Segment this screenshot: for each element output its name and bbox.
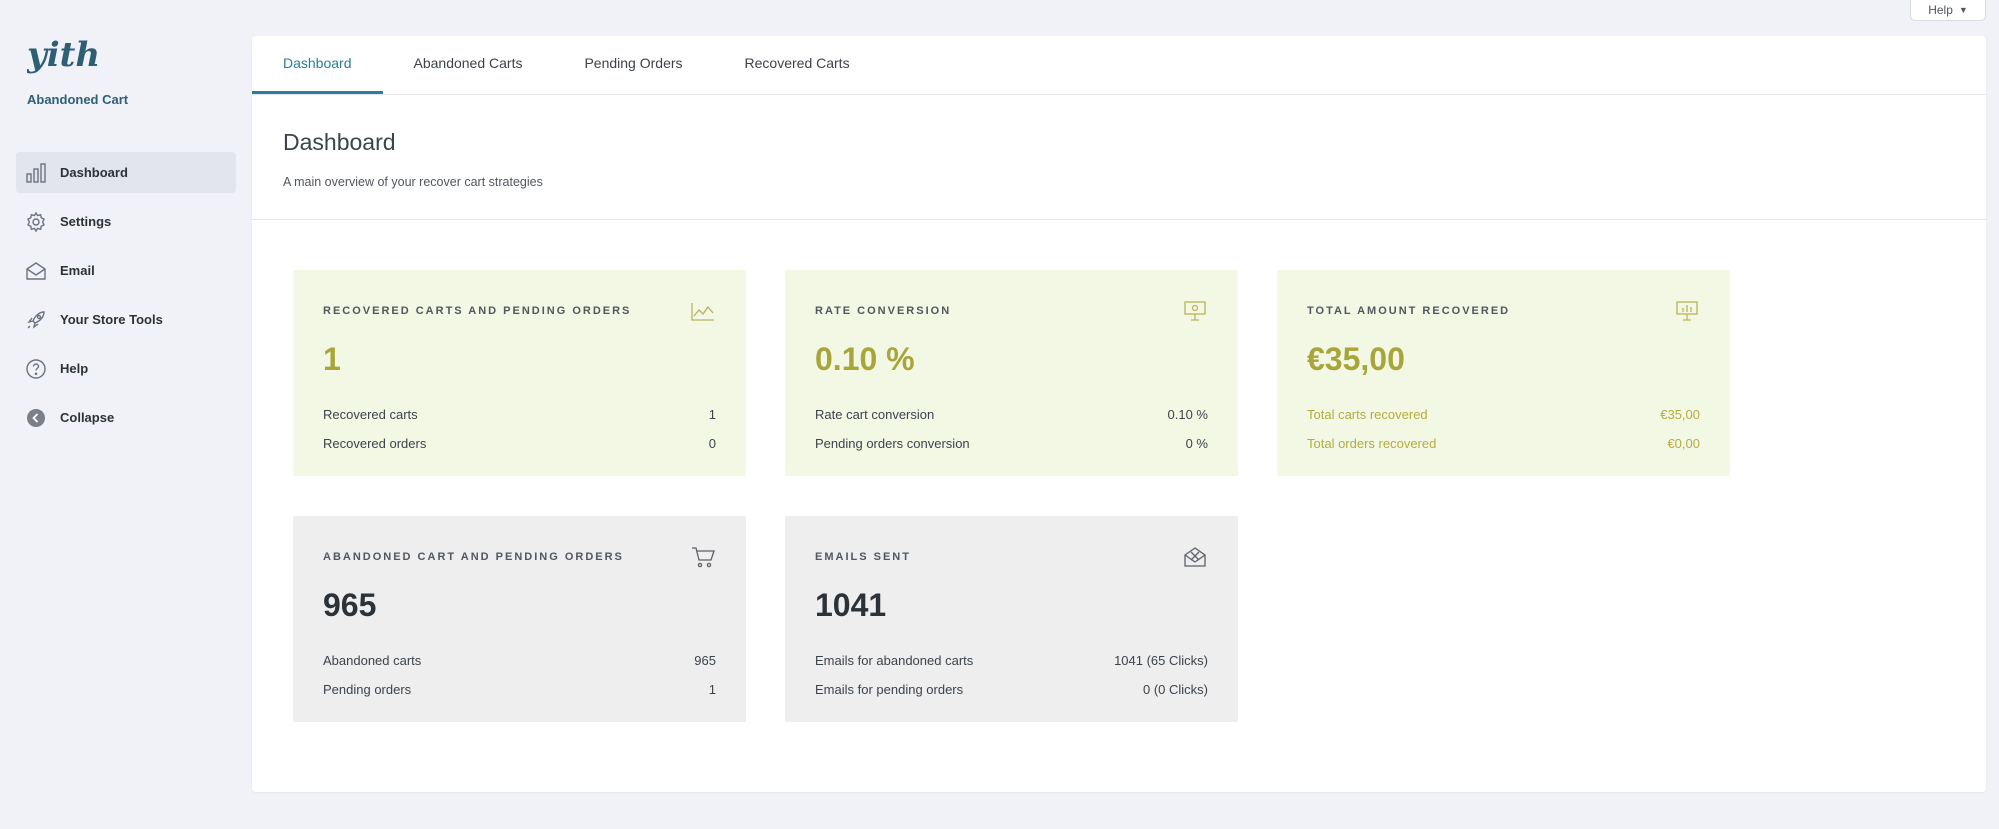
card-row: Rate cart conversion 0.10 % <box>815 400 1208 429</box>
row-value: 0 % <box>1185 436 1208 451</box>
yith-logo: yith <box>27 35 99 75</box>
help-tab-label: Help <box>1928 3 1953 17</box>
help-tab-button[interactable]: Help ▼ <box>1910 0 1986 21</box>
card-title: RECOVERED CARTS AND PENDING ORDERS <box>323 305 632 317</box>
sidebar-item-label: Email <box>60 263 95 278</box>
card-value: 965 <box>323 587 377 623</box>
card-row: Recovered orders 0 <box>323 429 716 458</box>
card-title: ABANDONED CART AND PENDING ORDERS <box>323 551 624 563</box>
row-label: Recovered carts <box>323 407 418 422</box>
stat-card-abandoned: ABANDONED CART AND PENDING ORDERS 965 Ab… <box>293 516 746 722</box>
presentation-icon <box>1182 299 1208 323</box>
stat-card-recovered: RECOVERED CARTS AND PENDING ORDERS 1 Rec… <box>293 270 746 476</box>
stat-card-rate-conversion: RATE CONVERSION 0.10 % Rate cart convers… <box>785 270 1238 476</box>
row-label: Rate cart conversion <box>815 407 935 422</box>
question-icon <box>25 358 47 380</box>
row-value: 965 <box>694 653 716 668</box>
row-value: 0 (0 Clicks) <box>1142 682 1208 697</box>
sidebar-item-label: Help <box>60 361 89 376</box>
row-label: Total carts recovered <box>1307 407 1428 422</box>
card-value: 1 <box>323 341 341 377</box>
row-label: Total orders recovered <box>1307 436 1437 451</box>
sidebar-item-label: Dashboard <box>60 165 128 180</box>
card-title: TOTAL AMOUNT RECOVERED <box>1307 305 1511 317</box>
gear-icon <box>25 211 47 233</box>
open-envelope-icon <box>1182 545 1208 569</box>
sidebar-item-label: Settings <box>60 214 112 229</box>
sidebar-nav: Dashboard Settings Email Your Store Tool… <box>16 152 236 446</box>
row-label: Abandoned carts <box>323 653 422 668</box>
stat-card-emails-sent: EMAILS SENT 1041 Emails for abandoned ca… <box>785 516 1238 722</box>
row-value: €35,00 <box>1660 407 1700 422</box>
row-label: Recovered orders <box>323 436 427 451</box>
card-value: 0.10 % <box>815 341 915 377</box>
caret-down-icon: ▼ <box>1958 5 1968 15</box>
card-title: EMAILS SENT <box>815 551 911 563</box>
row-label: Pending orders conversion <box>815 436 970 451</box>
card-row: Total carts recovered €35,00 <box>1307 400 1700 429</box>
card-row: Recovered carts 1 <box>323 400 716 429</box>
rocket-icon <box>25 309 47 331</box>
row-label: Pending orders <box>323 682 412 697</box>
row-value: 0.10 % <box>1167 407 1208 422</box>
board-chart-icon <box>1674 299 1700 323</box>
card-value: 1041 <box>815 587 887 623</box>
card-row: Abandoned carts 965 <box>323 646 716 675</box>
stat-card-total-amount: TOTAL AMOUNT RECOVERED €35,00 Total cart… <box>1277 270 1730 476</box>
tab-bar: Dashboard Abandoned Carts Pending Orders… <box>252 36 1986 95</box>
sidebar-item-store-tools[interactable]: Your Store Tools <box>16 299 236 340</box>
collapse-arrow-icon <box>25 407 47 429</box>
sidebar-item-dashboard[interactable]: Dashboard <box>16 152 236 193</box>
card-row: Emails for pending orders 0 (0 Clicks) <box>815 675 1208 704</box>
row-value: 1041 (65 Clicks) <box>1114 653 1208 668</box>
tab-abandoned-carts[interactable]: Abandoned Carts <box>413 55 523 71</box>
sidebar-item-label: Your Store Tools <box>60 312 163 327</box>
sidebar-item-email[interactable]: Email <box>16 250 236 291</box>
row-value: €0,00 <box>1667 436 1700 451</box>
row-label: Emails for abandoned carts <box>815 653 974 668</box>
tab-pending-orders[interactable]: Pending Orders <box>584 55 683 71</box>
page-header: Dashboard A main overview of your recove… <box>252 95 1986 220</box>
sidebar-item-label: Collapse <box>60 410 115 425</box>
tab-recovered-carts[interactable]: Recovered Carts <box>744 55 850 71</box>
card-row: Pending orders conversion 0 % <box>815 429 1208 458</box>
card-row: Pending orders 1 <box>323 675 716 704</box>
bar-chart-icon <box>25 162 47 184</box>
row-value: 1 <box>708 407 716 422</box>
row-label: Emails for pending orders <box>815 682 964 697</box>
page-description: A main overview of your recover cart str… <box>283 175 543 189</box>
row-value: 1 <box>708 682 716 697</box>
sidebar: yith Abandoned Cart Dashboard Settings E… <box>0 0 252 829</box>
brand-subtitle: Abandoned Cart <box>27 92 129 107</box>
sidebar-item-collapse[interactable]: Collapse <box>16 397 236 438</box>
envelope-icon <box>25 260 47 282</box>
card-value: €35,00 <box>1307 341 1405 377</box>
row-value: 0 <box>708 436 716 451</box>
sidebar-item-help[interactable]: Help <box>16 348 236 389</box>
sidebar-item-settings[interactable]: Settings <box>16 201 236 242</box>
card-row: Emails for abandoned carts 1041 (65 Click… <box>815 646 1208 675</box>
main-panel: Dashboard Abandoned Carts Pending Orders… <box>252 36 1986 792</box>
cart-icon <box>690 545 716 569</box>
card-title: RATE CONVERSION <box>815 305 952 317</box>
card-row: Total orders recovered €0,00 <box>1307 429 1700 458</box>
tab-dashboard[interactable]: Dashboard <box>252 35 383 94</box>
page-title: Dashboard <box>283 129 396 155</box>
svg-text:yith: yith <box>27 35 99 75</box>
line-chart-icon <box>690 299 716 323</box>
